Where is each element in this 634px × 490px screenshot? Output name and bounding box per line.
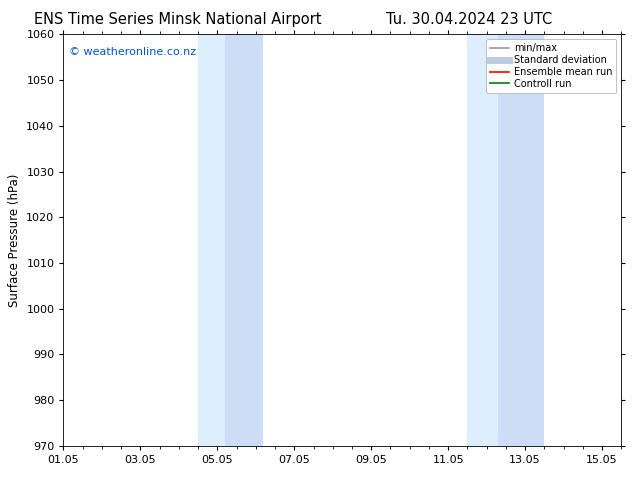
Bar (498, 34, 545, 446)
Legend: min/max, Standard deviation, Ensemble mean run, Controll run: min/max, Standard deviation, Ensemble me… (486, 39, 616, 93)
Bar (467, 34, 498, 446)
Text: © weatheronline.co.nz: © weatheronline.co.nz (69, 47, 196, 57)
Y-axis label: Surface Pressure (hPa): Surface Pressure (hPa) (8, 173, 21, 307)
Bar (198, 34, 225, 446)
Text: ENS Time Series Minsk National Airport: ENS Time Series Minsk National Airport (34, 12, 321, 27)
Bar (225, 34, 264, 446)
Text: Tu. 30.04.2024 23 UTC: Tu. 30.04.2024 23 UTC (386, 12, 552, 27)
